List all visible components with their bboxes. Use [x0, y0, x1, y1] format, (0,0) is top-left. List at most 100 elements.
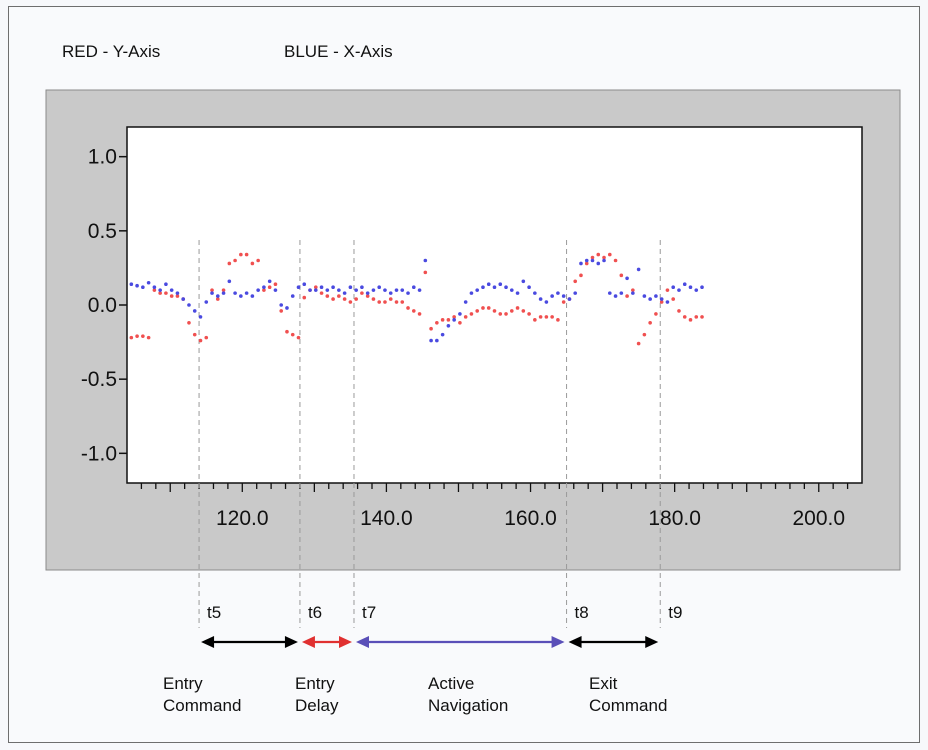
blue-point	[313, 288, 318, 292]
phase-arrow	[301, 636, 352, 648]
blue-point	[388, 291, 393, 295]
red-point	[187, 321, 191, 325]
red-point	[429, 326, 433, 331]
red-point	[365, 294, 370, 298]
blue-point	[504, 285, 508, 290]
blue-point	[429, 338, 433, 343]
red-point	[682, 315, 687, 319]
blue-point	[533, 291, 537, 295]
y-tick-label: 1.0	[88, 146, 117, 169]
red-point	[227, 261, 232, 266]
blue-point	[636, 267, 641, 272]
phase-arrow	[355, 636, 565, 648]
blue-point	[486, 282, 491, 287]
red-point	[331, 297, 335, 301]
blue-point	[337, 288, 341, 292]
red-point	[654, 312, 658, 316]
red-point	[169, 294, 174, 298]
blue-point	[481, 285, 485, 290]
blue-point	[590, 258, 595, 263]
red-point	[440, 318, 445, 322]
blue-point	[694, 288, 699, 292]
blue-point	[204, 300, 209, 304]
red-point	[469, 312, 474, 316]
red-point	[665, 288, 670, 292]
blue-point	[135, 283, 139, 288]
blue-point	[308, 288, 312, 292]
phase-label: Active Navigation	[428, 673, 508, 717]
blue-point	[607, 291, 612, 295]
blue-point	[544, 300, 549, 304]
blue-point	[192, 309, 197, 313]
blue-point	[129, 282, 134, 287]
blue-point	[365, 291, 370, 295]
red-point	[354, 297, 358, 301]
marker-lines	[198, 240, 661, 628]
red-point	[596, 252, 601, 257]
red-point	[406, 306, 410, 310]
red-point	[590, 255, 595, 260]
red-point	[423, 270, 428, 275]
blue-point	[469, 291, 474, 295]
red-point	[175, 294, 180, 298]
red-point	[319, 291, 324, 295]
blue-point	[331, 285, 335, 290]
blue-point	[181, 297, 186, 301]
red-point	[279, 309, 284, 313]
phase-label: Entry Delay	[295, 673, 338, 717]
red-point	[262, 288, 266, 292]
red-point	[411, 309, 416, 313]
time-marker-label: t9	[668, 603, 683, 622]
red-point	[556, 318, 560, 322]
blue-point	[625, 276, 629, 281]
red-point	[290, 332, 295, 337]
blue-point	[411, 285, 416, 290]
phase-label-line1: Entry	[295, 674, 335, 693]
red-point	[636, 341, 641, 346]
red-point	[584, 261, 589, 266]
blue-point	[377, 285, 382, 290]
blue-point	[348, 285, 353, 290]
blue-point	[164, 282, 168, 287]
red-point	[504, 312, 508, 316]
red-point	[642, 332, 647, 337]
red-point	[671, 297, 676, 301]
phase-label: Entry Command	[163, 673, 241, 717]
blue-point	[383, 288, 387, 292]
blue-point	[458, 312, 462, 316]
blue-point	[210, 291, 214, 295]
red-point	[400, 300, 405, 304]
red-point	[458, 321, 462, 325]
blue-point	[262, 285, 266, 290]
phase-label: Exit Command	[589, 673, 667, 717]
blue-point	[371, 288, 376, 292]
blue-point	[671, 285, 676, 290]
red-point	[463, 315, 468, 319]
red-point	[239, 252, 243, 257]
red-point	[233, 258, 237, 263]
red-point	[204, 335, 209, 340]
phase-label-line1: Active	[428, 674, 475, 693]
blue-point	[267, 279, 272, 284]
red-point	[659, 300, 664, 304]
red-point	[192, 332, 197, 337]
blue-point	[290, 294, 295, 298]
time-marker-label: t7	[361, 603, 377, 622]
blue-point	[567, 297, 572, 301]
blue-point	[509, 288, 514, 292]
blue-point	[233, 291, 237, 295]
red-point	[515, 306, 520, 310]
red-point	[267, 285, 272, 290]
red-point	[158, 291, 162, 295]
red-point	[607, 252, 612, 257]
blue-point	[527, 285, 531, 290]
red-point	[475, 309, 480, 313]
red-point	[527, 312, 531, 316]
blue-point	[584, 258, 589, 263]
blue-point	[602, 258, 606, 263]
red-point	[533, 318, 537, 322]
red-point	[337, 294, 341, 298]
blue-point	[244, 291, 249, 295]
blue-point	[302, 282, 307, 287]
blue-point	[279, 303, 284, 307]
